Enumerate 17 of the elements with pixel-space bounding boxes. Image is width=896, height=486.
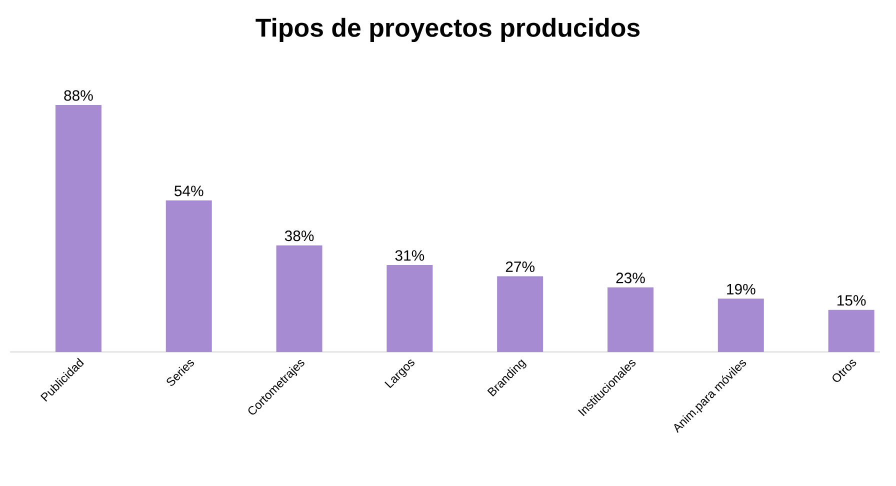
data-label: 54% — [174, 186, 204, 196]
bar — [55, 104, 102, 352]
data-label: 19% — [727, 284, 756, 294]
bar — [386, 264, 433, 352]
data-label: 27% — [506, 261, 534, 272]
chart-title: Tipos de proyectos producidos — [256, 18, 640, 42]
data-label: 15% — [837, 295, 866, 306]
bar — [607, 287, 654, 352]
bar — [497, 276, 544, 352]
bar — [718, 298, 764, 352]
data-label: 88% — [64, 90, 93, 101]
bar — [828, 310, 874, 352]
bar — [166, 200, 212, 352]
bar — [276, 245, 322, 352]
data-label: 38% — [284, 230, 314, 242]
data-label: 31% — [395, 250, 424, 261]
data-label: 23% — [616, 272, 645, 284]
